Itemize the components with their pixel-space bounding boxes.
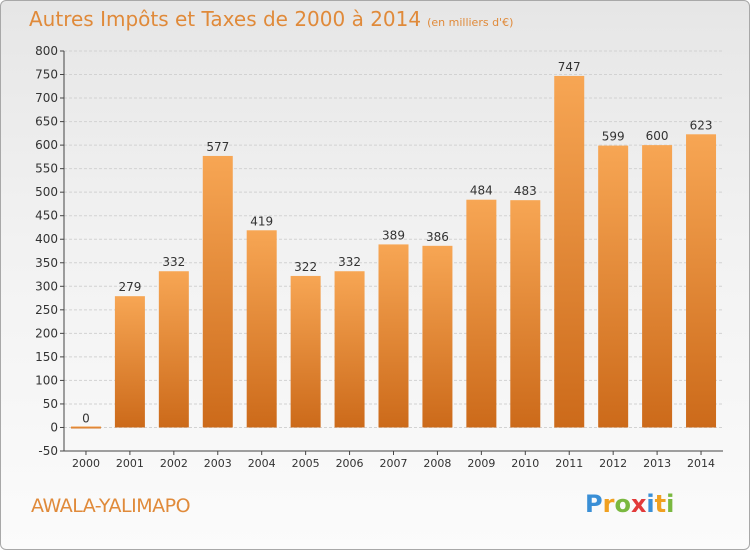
x-tick-label: 2009	[467, 457, 495, 470]
x-tick-label: 2000	[72, 457, 100, 470]
y-tick-label: 150	[35, 350, 58, 364]
chart-title: Autres Impôts et Taxes de 2000 à 2014 (en…	[29, 7, 513, 31]
data-label: 279	[118, 280, 141, 294]
data-label: 600	[646, 129, 669, 143]
data-label: 483	[514, 184, 537, 198]
x-tick-label: 2013	[643, 457, 671, 470]
data-label: 484	[470, 184, 493, 198]
bar-2009	[466, 199, 497, 428]
y-tick-label: 250	[35, 303, 58, 317]
y-tick-label: 50	[43, 397, 58, 411]
bar-2013	[642, 145, 673, 428]
data-label: 332	[162, 255, 185, 269]
title-text: Autres Impôts et Taxes de 2000 à 2014	[29, 7, 422, 31]
data-label: 419	[250, 214, 273, 228]
logo-letter: o	[614, 490, 631, 518]
y-tick-label: 350	[35, 256, 58, 270]
y-tick-label: 500	[35, 185, 58, 199]
bar-2005	[290, 275, 321, 428]
bar-2008	[422, 245, 453, 428]
bar-2010	[510, 200, 541, 428]
y-tick-label: 400	[35, 232, 58, 246]
y-tick-label: 750	[35, 68, 58, 82]
x-tick-label: 2006	[336, 457, 364, 470]
y-tick-label: 550	[35, 162, 58, 176]
data-label: 389	[382, 228, 405, 242]
logo-letter: t	[654, 490, 667, 518]
x-tick-label: 2008	[423, 457, 451, 470]
data-label: 322	[294, 260, 317, 274]
y-tick-label: 700	[35, 91, 58, 105]
x-tick-label: 2007	[380, 457, 408, 470]
y-tick-label: 100	[35, 373, 58, 387]
x-tick-label: 2003	[204, 457, 232, 470]
x-tick-label: 2012	[599, 457, 627, 470]
proxiti-logo[interactable]: Proxiti	[585, 490, 674, 518]
data-label: 599	[602, 130, 625, 144]
bar-2001	[114, 296, 145, 428]
y-tick-label: 650	[35, 115, 58, 129]
bar-2004	[246, 230, 277, 428]
logo-letter: r	[602, 490, 615, 518]
y-tick-label: 450	[35, 209, 58, 223]
data-label: 386	[426, 230, 449, 244]
bar-2000	[70, 426, 101, 429]
bar-2006	[334, 271, 365, 428]
y-tick-label: 800	[35, 44, 58, 58]
x-tick-label: 2004	[248, 457, 276, 470]
label-layer: 0 279 332 577 419 322 332 389 386 484 483 747 599 600…	[82, 60, 712, 426]
bar-layer	[70, 75, 717, 429]
logo-letter: i	[646, 490, 655, 518]
x-tick-label: 2010	[511, 457, 539, 470]
data-label: 623	[690, 118, 713, 132]
x-tick-label: 2005	[292, 457, 320, 470]
data-label: 0	[82, 411, 90, 425]
logo-letter: x	[630, 490, 647, 518]
y-tick-label: -50	[38, 444, 58, 458]
bar-2014	[686, 134, 717, 428]
bar-2012	[598, 145, 629, 428]
x-tick-label: 2002	[160, 457, 188, 470]
data-label: 332	[338, 255, 361, 269]
place-name: AWALA-YALIMAPO	[31, 495, 191, 517]
x-tick-label: 2011	[555, 457, 583, 470]
x-tick-label: 2001	[116, 457, 144, 470]
y-tick-label: 600	[35, 138, 58, 152]
y-tick-label: 200	[35, 326, 58, 340]
bar-2011	[554, 75, 585, 428]
data-label: 577	[206, 140, 229, 154]
bar-2007	[378, 244, 409, 428]
bar-2003	[202, 155, 233, 428]
chart-subtitle: (en milliers d'€)	[427, 16, 514, 29]
logo-letter: i	[666, 490, 675, 518]
bar-2002	[158, 271, 189, 428]
y-tick-label: 300	[35, 279, 58, 293]
logo-letter: P	[585, 490, 603, 518]
x-tick-label: 2014	[687, 457, 715, 470]
data-label: 747	[558, 60, 581, 74]
y-tick-label: 0	[50, 420, 58, 434]
axis-layer: -50 0 50 100 150 200 250 300 350 400 450 500 550 600 6…	[35, 44, 723, 470]
